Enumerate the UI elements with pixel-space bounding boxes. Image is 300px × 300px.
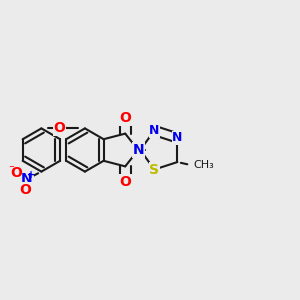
Text: N: N [149,124,160,137]
Text: O: O [10,166,22,180]
Text: O: O [20,183,32,196]
Text: N: N [172,131,182,144]
Text: O: O [53,122,65,135]
Text: CH₃: CH₃ [194,160,214,170]
Text: O: O [119,175,131,189]
Text: S: S [149,163,159,176]
Text: N: N [21,172,33,186]
Text: N: N [132,143,144,157]
Text: O: O [119,111,131,125]
Text: ⁻: ⁻ [8,164,14,175]
Text: +: + [26,170,35,181]
